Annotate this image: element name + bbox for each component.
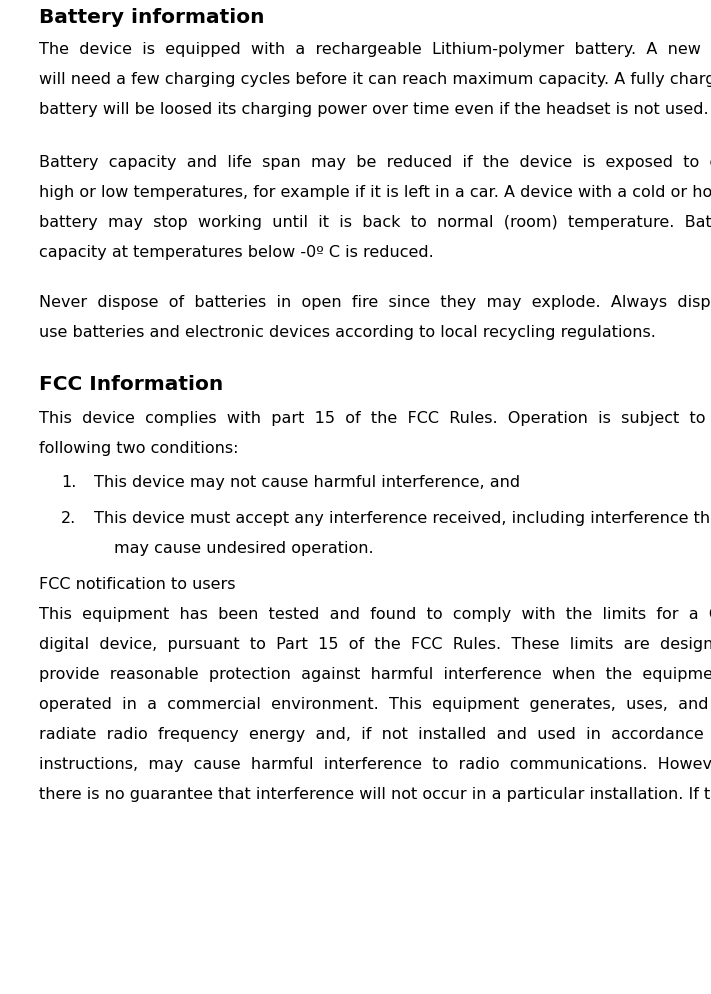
Text: instructions,  may  cause  harmful  interference  to  radio  communications.  Ho: instructions, may cause harmful interfer… [39, 757, 711, 772]
Text: provide  reasonable  protection  against  harmful  interference  when  the  equi: provide reasonable protection against ha… [39, 667, 711, 682]
Text: capacity at temperatures below -0º C is reduced.: capacity at temperatures below -0º C is … [39, 245, 434, 260]
Text: Battery  capacity  and  life  span  may  be  reduced  if  the  device  is  expos: Battery capacity and life span may be re… [39, 155, 711, 170]
Text: there is no guarantee that interference will not occur in a particular installat: there is no guarantee that interference … [39, 787, 711, 802]
Text: FCC Information: FCC Information [39, 375, 223, 394]
Text: will need a few charging cycles before it can reach maximum capacity. A fully ch: will need a few charging cycles before i… [39, 72, 711, 87]
Text: digital  device,  pursuant  to  Part  15  of  the  FCC  Rules.  These  limits  a: digital device, pursuant to Part 15 of t… [39, 637, 711, 652]
Text: Battery information: Battery information [39, 8, 264, 27]
Text: The  device  is  equipped  with  a  rechargeable  Lithium-polymer  battery.  A  : The device is equipped with a rechargeab… [39, 42, 711, 57]
Text: high or low temperatures, for example if it is left in a car. A device with a co: high or low temperatures, for example if… [39, 185, 711, 200]
Text: This  equipment  has  been  tested  and  found  to  comply  with  the  limits  f: This equipment has been tested and found… [39, 607, 711, 622]
Text: This device may not cause harmful interference, and: This device may not cause harmful interf… [94, 475, 520, 490]
Text: may cause undesired operation.: may cause undesired operation. [114, 541, 373, 556]
Text: 2.: 2. [61, 511, 76, 526]
Text: battery  may  stop  working  until  it  is  back  to  normal  (room)  temperatur: battery may stop working until it is bac… [39, 215, 711, 230]
Text: FCC notification to users: FCC notification to users [39, 577, 235, 592]
Text: following two conditions:: following two conditions: [39, 441, 238, 456]
Text: 1.: 1. [61, 475, 76, 490]
Text: use batteries and electronic devices according to local recycling regulations.: use batteries and electronic devices acc… [39, 325, 656, 340]
Text: operated  in  a  commercial  environment.  This  equipment  generates,  uses,  a: operated in a commercial environment. Th… [39, 697, 711, 712]
Text: This  device  complies  with  part  15  of  the  FCC  Rules.  Operation  is  sub: This device complies with part 15 of the… [39, 411, 711, 426]
Text: battery will be loosed its charging power over time even if the headset is not u: battery will be loosed its charging powe… [39, 102, 709, 117]
Text: Never  dispose  of  batteries  in  open  fire  since  they  may  explode.  Alway: Never dispose of batteries in open fire … [39, 295, 711, 310]
Text: This device must accept any interference received, including interference that: This device must accept any interference… [94, 511, 711, 526]
Text: radiate  radio  frequency  energy  and,  if  not  installed  and  used  in  acco: radiate radio frequency energy and, if n… [39, 727, 711, 742]
